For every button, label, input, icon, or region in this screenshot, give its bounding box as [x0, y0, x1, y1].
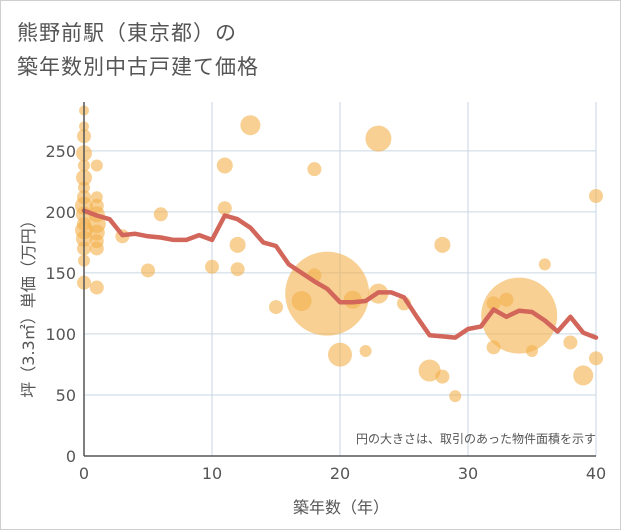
data-bubble — [589, 188, 603, 203]
data-bubble — [205, 259, 219, 274]
data-bubble — [141, 263, 155, 278]
data-bubble — [217, 201, 232, 216]
data-bubble — [90, 159, 103, 172]
y-tick-label: 0 — [66, 447, 76, 466]
y-tick-label: 150 — [45, 264, 76, 283]
x-tick-label: 40 — [586, 464, 606, 483]
data-bubble — [365, 125, 392, 152]
data-bubble — [573, 365, 594, 386]
average-price-line — [81, 208, 599, 340]
data-bubble — [153, 207, 168, 222]
data-bubble — [589, 351, 603, 366]
y-tick-label: 250 — [45, 142, 76, 161]
y-tick-label: 200 — [45, 203, 76, 222]
data-bubble — [435, 369, 450, 384]
data-bubble — [307, 162, 322, 177]
x-tick-label: 30 — [458, 464, 478, 483]
data-bubble — [526, 345, 538, 358]
data-bubble — [229, 236, 246, 253]
x-tick-label: 10 — [202, 464, 222, 483]
data-bubble — [434, 236, 451, 253]
data-bubble — [240, 115, 261, 136]
data-bubble — [269, 300, 283, 315]
bubbles — [75, 105, 603, 403]
trend-line — [81, 208, 599, 340]
data-bubble — [538, 258, 551, 271]
x-axis-title: 築年数（年） — [293, 498, 389, 517]
data-bubble — [449, 390, 462, 403]
data-bubble — [328, 342, 352, 367]
data-bubble — [89, 280, 104, 295]
data-bubble — [563, 335, 578, 350]
size-note: 円の大きさは、取引のあった物件面積を示す — [356, 431, 596, 446]
data-bubble — [481, 277, 558, 354]
data-bubble — [89, 241, 104, 256]
data-bubble — [418, 359, 441, 382]
chart-title: 熊野前駅（東京都）の 築年数別中古戸建て価格 — [17, 16, 259, 84]
axes: 0 50 100 150 200 250 0 10 20 30 40 — [45, 102, 606, 483]
data-bubble — [230, 262, 245, 277]
y-axis-title: 坪（3.3㎡）単価（万円） — [19, 212, 38, 397]
data-bubble — [285, 251, 370, 336]
data-bubble — [359, 345, 372, 358]
y-tick-label: 50 — [56, 386, 76, 405]
chart-title-line-1: 熊野前駅（東京都）の — [17, 21, 237, 45]
x-tick-label: 0 — [79, 464, 89, 483]
data-bubble — [216, 157, 233, 174]
chart-title-line-2: 築年数別中古戸建て価格 — [17, 55, 259, 79]
y-tick-label: 100 — [45, 325, 76, 344]
x-tick-label: 20 — [330, 464, 350, 483]
